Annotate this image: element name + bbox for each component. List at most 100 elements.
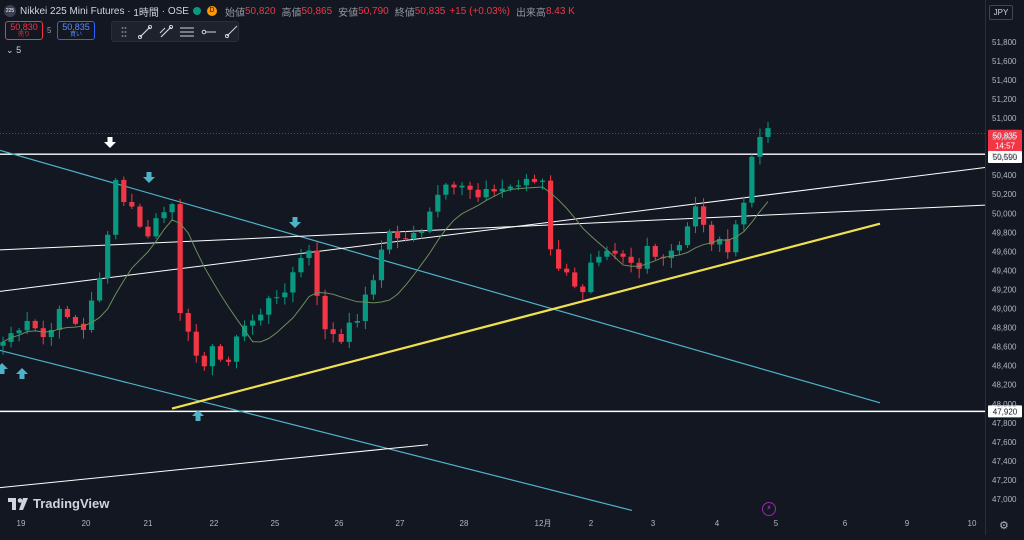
candle-body: [749, 156, 755, 203]
candle-body: [250, 320, 256, 326]
candle: [354, 313, 360, 328]
candle: [394, 225, 401, 249]
currency-selector[interactable]: JPY: [989, 5, 1013, 20]
candle: [596, 250, 602, 267]
candle-body: [338, 334, 344, 342]
candle: [64, 306, 71, 319]
y-tick-label: 51,600: [992, 57, 1017, 66]
parallel-channel-icon[interactable]: [179, 24, 195, 40]
candle-body: [620, 253, 626, 257]
y-tick-label: 48,000: [992, 400, 1017, 409]
y-tick-label: 51,200: [992, 95, 1017, 104]
y-tick-label: 51,800: [992, 38, 1017, 47]
market-status-icon: [192, 7, 201, 15]
candle-body: [209, 346, 215, 367]
y-tick-label: 47,600: [992, 438, 1017, 447]
candle: [274, 290, 280, 304]
candle-body: [241, 325, 248, 337]
candle-body: [330, 329, 336, 335]
level-price-badge: [988, 151, 1022, 164]
fib-tool-icon[interactable]: [158, 24, 173, 40]
interval-dropdown[interactable]: ⌄ 5: [6, 45, 22, 55]
candle: [499, 179, 505, 198]
candle-body: [169, 204, 175, 213]
lightning-icon[interactable]: ⚡: [762, 502, 776, 516]
open-label: 始値: [224, 7, 245, 19]
candle-body: [258, 314, 264, 321]
candle-body: [105, 234, 111, 279]
candle: [765, 122, 771, 143]
candle-body: [419, 231, 425, 233]
sell-price: 50,830: [10, 22, 38, 32]
drag-handle-icon[interactable]: [116, 24, 131, 40]
sell-button[interactable]: 50,830 売り: [5, 21, 43, 40]
candle-body: [692, 206, 699, 227]
x-tick-label: 9: [905, 519, 910, 528]
candle: [306, 244, 312, 266]
descending-channel-lower: [0, 349, 633, 512]
candle-body: [652, 245, 658, 257]
candle-body: [48, 329, 54, 338]
trend-line-icon[interactable]: [137, 24, 152, 40]
horizontal-ray-icon[interactable]: [201, 24, 217, 40]
candle: [56, 305, 62, 339]
candle-body: [684, 226, 691, 246]
y-tick-label: 51,400: [992, 76, 1017, 85]
y-tick-label: 48,600: [992, 343, 1017, 352]
candle-body: [403, 238, 409, 240]
candle: [684, 222, 691, 248]
candle-body: [596, 256, 602, 263]
candle: [676, 241, 683, 256]
candle-body: [483, 188, 489, 198]
x-tick-label: 28: [460, 519, 469, 528]
x-tick-label: 10: [968, 519, 977, 528]
candle: [72, 314, 79, 326]
candle: [628, 247, 634, 273]
candle-body: [700, 206, 707, 225]
candle-body: [604, 250, 610, 257]
candle-body: [572, 272, 578, 287]
rising-resistance-line: [0, 167, 986, 292]
candle: [40, 320, 46, 345]
x-tick-label: 21: [144, 519, 153, 528]
candle-body: [547, 180, 554, 250]
y-tick-label: 48,400: [992, 362, 1017, 371]
y-tick-label: 49,200: [992, 285, 1017, 294]
symbol-name[interactable]: Nikkei 225 Mini Futures: [20, 5, 125, 17]
candle-body: [177, 204, 183, 314]
x-tick-label: 25: [271, 519, 280, 528]
lower-trend-line: [0, 444, 429, 489]
price-marker: 47,920: [988, 405, 1022, 418]
candle-body: [129, 201, 135, 207]
candle: [97, 272, 103, 303]
candle: [572, 267, 578, 289]
resistance-line: [0, 204, 986, 251]
y-tick-label: 47,800: [992, 419, 1017, 428]
buy-button[interactable]: 50,835 買い: [57, 21, 95, 40]
y-tick-label: 48,200: [992, 381, 1017, 390]
candle: [491, 184, 497, 197]
delayed-badge: D: [206, 6, 217, 16]
candle: [217, 344, 224, 362]
x-tick-label: 20: [82, 519, 91, 528]
candle: [209, 344, 215, 376]
close-value: 50,835: [414, 5, 446, 17]
candle: [580, 283, 586, 300]
uptrend-support-line: [171, 222, 881, 410]
candle-body: [233, 336, 240, 362]
candle: [556, 240, 562, 271]
ray-icon[interactable]: [223, 24, 238, 40]
y-tick-label: 50,400: [992, 171, 1017, 180]
gear-icon[interactable]: ⚙: [999, 520, 1009, 532]
candle: [539, 178, 546, 190]
candle-body: [628, 256, 634, 263]
drawing-toolbar: [111, 21, 239, 42]
candle-body: [443, 184, 449, 195]
candle-body: [298, 258, 304, 273]
candle-body: [467, 185, 473, 190]
candle-body: [121, 179, 127, 202]
x-tick-label: 22: [210, 519, 219, 528]
